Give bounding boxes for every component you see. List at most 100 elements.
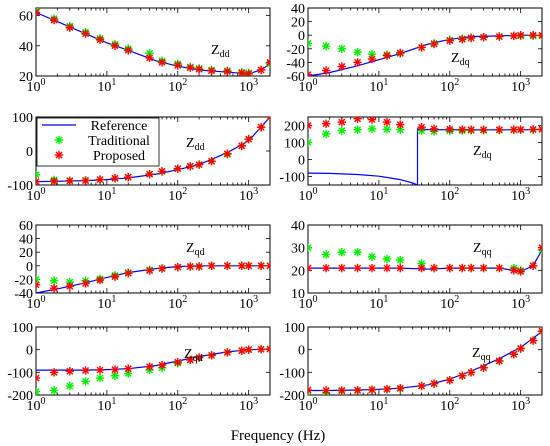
x-tick-label-exponent: 0 xyxy=(313,294,318,305)
marker-proposed xyxy=(537,243,542,252)
y-tick-label: -20 xyxy=(286,43,305,58)
marker-proposed xyxy=(173,262,182,272)
x-tick-label-exponent: 0 xyxy=(41,186,46,197)
marker-proposed xyxy=(396,120,405,129)
marker-proposed xyxy=(145,53,154,63)
marker-traditional-stroke xyxy=(111,372,119,380)
marker-proposed-stroke xyxy=(538,327,542,333)
marker-traditional-stroke xyxy=(383,125,391,133)
y-tick-label: 0 xyxy=(298,154,305,169)
marker-proposed xyxy=(429,39,439,49)
x-tick-label: 101 xyxy=(97,294,116,312)
marker-proposed-stroke xyxy=(124,269,132,277)
marker-proposed-stroke xyxy=(257,66,265,74)
marker-proposed xyxy=(528,261,538,270)
x-tick-label-exponent: 2 xyxy=(182,396,187,407)
marker-traditional-stroke xyxy=(322,42,330,50)
x-tick-label-exponent: 3 xyxy=(253,186,258,197)
marker-proposed-stroke xyxy=(467,34,475,42)
marker-proposed-stroke xyxy=(257,262,265,270)
marker-proposed xyxy=(396,263,405,273)
marker-proposed-stroke xyxy=(495,357,503,365)
x-tick-label-exponent: 3 xyxy=(525,396,530,407)
marker-traditional xyxy=(308,138,313,147)
x-tick-label-exponent: 1 xyxy=(383,186,388,197)
marker-proposed xyxy=(36,373,41,383)
marker-traditional-stroke xyxy=(82,377,90,385)
panel-label: Zqq xyxy=(472,346,491,363)
marker-proposed-stroke xyxy=(418,123,426,131)
panel-label: Zqd xyxy=(184,347,203,364)
y-tick-label: 40 xyxy=(19,233,33,248)
marker-proposed xyxy=(509,350,518,359)
marker-proposed-stroke xyxy=(208,351,216,359)
marker-traditional-stroke xyxy=(36,388,40,393)
marker-proposed xyxy=(265,117,270,122)
marker-proposed-stroke xyxy=(36,11,40,17)
x-tick-label-exponent: 3 xyxy=(253,396,258,407)
marker-proposed-stroke xyxy=(245,70,253,76)
marker-proposed xyxy=(367,263,377,273)
marker-proposed-stroke xyxy=(146,170,154,178)
marker-proposed xyxy=(466,263,476,273)
marker-proposed xyxy=(207,261,216,270)
marker-proposed xyxy=(265,344,270,354)
axes-frame xyxy=(35,224,271,294)
marker-proposed-stroke xyxy=(208,67,216,75)
marker-proposed-stroke xyxy=(195,65,203,73)
marker-proposed xyxy=(466,125,476,134)
y-tick-label: -60 xyxy=(286,70,305,85)
marker-traditional xyxy=(337,248,347,257)
legend-proposed-marker-stroke xyxy=(55,151,63,159)
marker-traditional-stroke xyxy=(308,39,312,45)
y-tick-label: 0 xyxy=(298,344,305,359)
marker-proposed-stroke xyxy=(368,264,376,272)
y-tick-label: 40 xyxy=(291,219,305,234)
y-tick-label: 60 xyxy=(19,219,33,234)
marker-proposed-stroke xyxy=(158,167,166,175)
marker-proposed-stroke xyxy=(266,117,270,121)
marker-proposed xyxy=(110,365,120,374)
marker-proposed xyxy=(207,66,216,75)
marker-proposed-stroke xyxy=(458,35,466,43)
marker-proposed xyxy=(367,54,377,64)
y-tick-label: 0 xyxy=(26,145,33,160)
x-tick-label: 102 xyxy=(168,294,187,312)
marker-proposed-stroke xyxy=(266,262,270,267)
marker-proposed xyxy=(157,167,167,176)
marker-proposed xyxy=(537,125,542,134)
marker-traditional xyxy=(353,125,362,134)
subplot-3: 100 101 102 103-1000100ZddReferenceTraditio… xyxy=(7,111,271,204)
marker-proposed xyxy=(65,367,75,376)
marker-proposed-stroke xyxy=(467,368,475,376)
axes-frame xyxy=(35,7,271,77)
marker-proposed xyxy=(445,36,454,45)
marker-proposed-stroke xyxy=(257,345,265,353)
marker-proposed xyxy=(207,157,216,166)
marker-proposed xyxy=(321,119,331,128)
x-tick-label: 103 xyxy=(239,294,258,312)
marker-proposed-stroke xyxy=(186,262,194,270)
marker-proposed-stroke xyxy=(338,118,346,126)
marker-proposed xyxy=(516,267,525,276)
marker-proposed xyxy=(367,117,377,124)
marker-proposed-stroke xyxy=(195,262,203,270)
marker-proposed xyxy=(81,29,90,38)
y-tick-label: 20 xyxy=(19,70,33,85)
marker-proposed xyxy=(265,261,270,270)
x-tick-label-exponent: 3 xyxy=(253,294,258,305)
marker-proposed xyxy=(244,69,253,76)
y-tick-label: -200 xyxy=(279,389,305,404)
marker-proposed-stroke xyxy=(396,49,404,57)
marker-proposed xyxy=(528,31,538,40)
marker-proposed-stroke xyxy=(174,61,182,69)
marker-proposed xyxy=(145,362,154,371)
x-tick-label-exponent: 2 xyxy=(454,77,459,88)
marker-traditional-stroke xyxy=(308,246,312,252)
marker-traditional xyxy=(49,386,59,395)
y-tick-label: -100 xyxy=(279,171,305,186)
plot-area xyxy=(36,117,270,185)
y-tick-label: -200 xyxy=(7,389,33,404)
marker-proposed-stroke xyxy=(66,24,74,32)
